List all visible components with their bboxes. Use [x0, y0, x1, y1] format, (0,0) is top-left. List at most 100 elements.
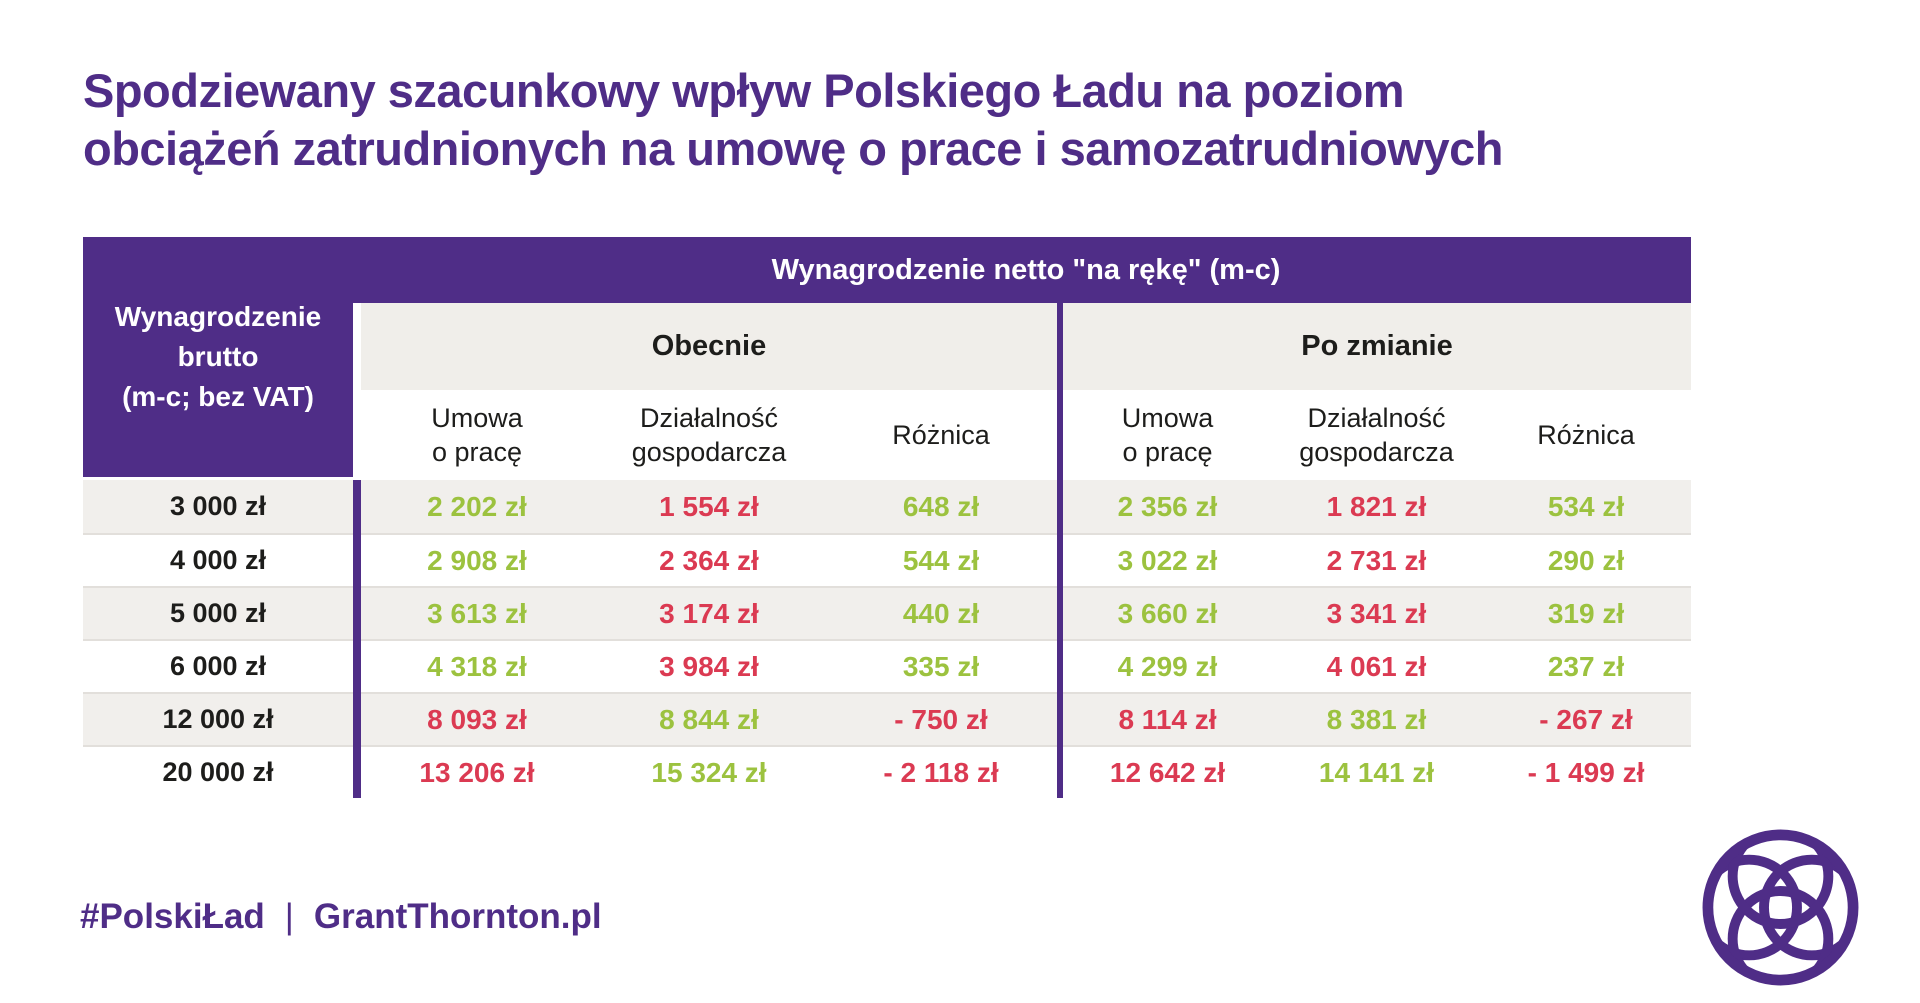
net-salary-header: Wynagrodzenie netto "na rękę" (m-c) — [771, 253, 1281, 286]
value-cell: - 750 zł — [825, 692, 1057, 745]
column-divider — [353, 745, 361, 798]
gross-salary-header-line: (m-c; bez VAT) — [122, 381, 314, 412]
value-cell: 1 821 zł — [1272, 480, 1481, 533]
column-header-line: Umowa — [1121, 403, 1214, 433]
column-gutter — [353, 390, 361, 480]
column-header-line: Umowa — [431, 403, 523, 433]
section-divider — [1057, 745, 1063, 798]
column-header-line: o pracę — [1122, 437, 1213, 467]
section-divider — [1057, 639, 1063, 692]
value-cell: 13 206 zł — [361, 745, 593, 798]
section-divider — [1057, 390, 1063, 480]
value-cell: 8 844 zł — [593, 692, 825, 745]
value-cell: 8 381 zł — [1272, 692, 1481, 745]
value-cell: 440 zł — [825, 586, 1057, 639]
gross-salary-value: 12 000 zł — [83, 692, 353, 745]
section-header-obecnie: Obecnie — [361, 303, 1057, 390]
gross-salary-header-line: brutto — [177, 341, 259, 372]
column-header-line: Różnica — [892, 420, 990, 450]
value-cell: 3 174 zł — [593, 586, 825, 639]
gross-salary-value: 4 000 zł — [83, 533, 353, 586]
page-title: Spodziewany szacunkowy wpływ Polskiego Ł… — [83, 62, 1783, 178]
section-header-band: Obecnie Po zmianie — [83, 303, 1691, 390]
column-header-line: Różnica — [1537, 420, 1635, 450]
column-divider — [353, 533, 361, 586]
value-cell: - 2 118 zł — [825, 745, 1057, 798]
value-cell: 4 318 zł — [361, 639, 593, 692]
value-cell: 2 908 zł — [361, 533, 593, 586]
value-cell: 15 324 zł — [593, 745, 825, 798]
section-divider — [1057, 692, 1063, 745]
value-cell: 2 731 zł — [1272, 533, 1481, 586]
gross-salary-value: 6 000 zł — [83, 639, 353, 692]
column-header-line: Działalność — [1307, 403, 1446, 433]
section-divider — [1057, 303, 1063, 390]
column-divider — [353, 639, 361, 692]
value-cell: 3 341 zł — [1272, 586, 1481, 639]
gross-salary-value: 5 000 zł — [83, 586, 353, 639]
column-header-line: gospodarcza — [631, 437, 787, 467]
page-title-line1: Spodziewany szacunkowy wpływ Polskiego Ł… — [83, 64, 1405, 117]
column-divider — [353, 692, 361, 745]
value-cell: 2 202 zł — [361, 480, 593, 533]
table-body: 3 000 zł 2 202 zł 1 554 zł 648 zł 2 356 … — [83, 480, 1691, 798]
gross-salary-value: 3 000 zł — [83, 480, 353, 533]
gross-salary-header-line: Wynagrodzenie — [114, 301, 322, 332]
value-cell: 3 613 zł — [361, 586, 593, 639]
value-cell: - 1 499 zł — [1481, 745, 1691, 798]
value-cell: 335 zł — [825, 639, 1057, 692]
column-header-pozmianie-dzialalnosc: Działalność gospodarcza — [1272, 390, 1481, 480]
value-cell: 648 zł — [825, 480, 1057, 533]
value-cell: 544 zł — [825, 533, 1057, 586]
value-cell: 4 299 zł — [1063, 639, 1272, 692]
column-header-pozmianie-umowa: Umowa o pracę — [1063, 390, 1272, 480]
column-header-pozmianie-roznica: Różnica — [1481, 390, 1691, 480]
value-cell: 8 093 zł — [361, 692, 593, 745]
section-header-po-zmianie: Po zmianie — [1063, 303, 1691, 390]
value-cell: 290 zł — [1481, 533, 1691, 586]
salary-comparison-table: Wynagrodzenie netto "na rękę" (m-c) Obec… — [83, 237, 1691, 798]
value-cell: - 267 zł — [1481, 692, 1691, 745]
table-row: 12 000 zł 8 093 zł 8 844 zł - 750 zł 8 1… — [83, 692, 1691, 745]
column-header-band: Umowa o pracę Działalność gospodarcza Ró… — [83, 390, 1691, 480]
value-cell: 319 zł — [1481, 586, 1691, 639]
value-cell: 2 356 zł — [1063, 480, 1272, 533]
gross-salary-header: Wynagrodzenie brutto (m-c; bez VAT) — [83, 237, 353, 477]
value-cell: 12 642 zł — [1063, 745, 1272, 798]
column-header-obecnie-umowa: Umowa o pracę — [361, 390, 593, 480]
column-divider — [353, 480, 361, 533]
grant-thornton-url: GrantThornton.pl — [313, 897, 602, 936]
grant-thornton-logo-icon — [1702, 829, 1859, 986]
column-divider — [353, 586, 361, 639]
value-cell: 3 022 zł — [1063, 533, 1272, 586]
table-row: 4 000 zł 2 908 zł 2 364 zł 544 zł 3 022 … — [83, 533, 1691, 586]
column-header-obecnie-roznica: Różnica — [825, 390, 1057, 480]
page-title-line2: obciążeń zatrudnionych na umowę o prace … — [83, 122, 1503, 175]
value-cell: 1 554 zł — [593, 480, 825, 533]
gross-salary-value: 20 000 zł — [83, 745, 353, 798]
section-divider — [1057, 586, 1063, 639]
value-cell: 3 660 zł — [1063, 586, 1272, 639]
column-gutter — [353, 303, 361, 390]
footer-separator: | — [284, 897, 294, 936]
section-divider — [1057, 533, 1063, 586]
column-header-line: gospodarcza — [1299, 437, 1454, 467]
value-cell: 2 364 zł — [593, 533, 825, 586]
value-cell: 14 141 zł — [1272, 745, 1481, 798]
column-header-line: Działalność — [639, 403, 779, 433]
value-cell: 4 061 zł — [1272, 639, 1481, 692]
section-divider — [1057, 480, 1063, 533]
table-row: 20 000 zł 13 206 zł 15 324 zł - 2 118 zł… — [83, 745, 1691, 798]
table-row: 6 000 zł 4 318 zł 3 984 zł 335 zł 4 299 … — [83, 639, 1691, 692]
value-cell: 3 984 zł — [593, 639, 825, 692]
hashtag-polski-lad: #PolskiŁad — [80, 897, 265, 936]
table-row: 3 000 zł 2 202 zł 1 554 zł 648 zł 2 356 … — [83, 480, 1691, 533]
column-header-line: o pracę — [431, 437, 523, 467]
value-cell: 534 zł — [1481, 480, 1691, 533]
value-cell: 8 114 zł — [1063, 692, 1272, 745]
footer: #PolskiŁad | GrantThornton.pl — [80, 897, 602, 937]
column-header-obecnie-dzialalnosc: Działalność gospodarcza — [593, 390, 825, 480]
table-row: 5 000 zł 3 613 zł 3 174 zł 440 zł 3 660 … — [83, 586, 1691, 639]
value-cell: 237 zł — [1481, 639, 1691, 692]
